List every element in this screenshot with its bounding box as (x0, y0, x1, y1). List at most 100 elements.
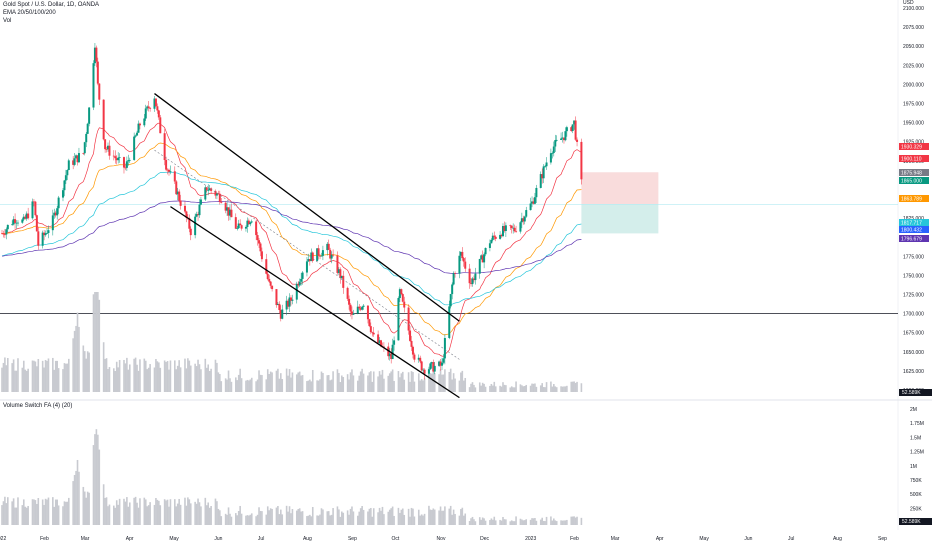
volume-bar (563, 386, 565, 392)
volume-bar (230, 381, 233, 392)
volume-switch-bar (339, 516, 342, 525)
candle-body (108, 145, 111, 156)
volume-bar (413, 381, 416, 392)
volume-legend[interactable]: Vol (3, 18, 12, 24)
volume-bar (532, 383, 535, 392)
lower-pane-title[interactable]: Volume Switch FA (4) (20) (3, 403, 73, 409)
volume-bar (5, 365, 8, 392)
volume-switch-bar (358, 511, 361, 525)
price-axis-tick: 2100.000 (903, 6, 924, 12)
volume-switch-bar (249, 514, 252, 525)
volume-bar (92, 294, 95, 392)
volume-switch-bar (544, 521, 546, 525)
candle-body (128, 159, 131, 161)
volume-switch-bar (522, 520, 525, 525)
volume-bar (246, 379, 249, 392)
volume-bar (259, 374, 262, 392)
candle-body (64, 175, 67, 181)
volume-switch-bar (46, 499, 48, 525)
volume-switch-bar (489, 520, 491, 525)
volume-switch-bar (41, 499, 44, 525)
volume-switch-bar (309, 514, 311, 525)
short-position-stop-zone[interactable] (581, 172, 659, 205)
volume-bar (470, 383, 472, 392)
volume-bar (566, 385, 568, 392)
candle-body (153, 98, 156, 109)
volume-bar (149, 364, 151, 392)
volume-bar (220, 381, 223, 392)
volume-switch-bar (62, 506, 64, 525)
volume-switch-bar (341, 511, 343, 525)
candle-body (179, 200, 182, 206)
volume-switch-bar (137, 507, 140, 525)
candle-body (301, 272, 304, 279)
volume-bar (127, 369, 130, 392)
candle-body (86, 123, 89, 134)
volume-bar (34, 361, 37, 392)
volume-bar (515, 381, 517, 392)
candle-body (51, 215, 54, 231)
volume-bar (261, 375, 263, 392)
volume-bar (118, 360, 121, 392)
candle-body (194, 216, 197, 236)
candle-body (167, 169, 170, 172)
volume-bar (78, 326, 80, 392)
volume-bar (117, 367, 119, 392)
volume-switch-bar (481, 517, 484, 525)
volume-bar (227, 370, 230, 392)
ema-legend[interactable]: EMA 20/50/100/200 (3, 10, 56, 16)
price-tag: 1796.679 (899, 235, 929, 243)
candle-body (75, 155, 78, 159)
lower-axis-tick: 2M (910, 407, 917, 413)
volume-switch-bar (412, 508, 414, 525)
volume-bar (502, 382, 504, 392)
short-position-target-zone[interactable] (581, 204, 659, 234)
price-axis-tick: 2025.000 (903, 63, 924, 69)
volume-switch-bar (165, 500, 167, 525)
volume-switch-bar (326, 511, 329, 525)
volume-switch-bar (295, 510, 298, 525)
volume-tag-bg (899, 389, 932, 396)
time-axis-tick: Jun (214, 536, 222, 542)
volume-bar (539, 385, 542, 392)
volume-bar (319, 379, 321, 392)
candle-body (410, 340, 413, 347)
volume-switch-bar (53, 506, 56, 525)
candle-body (279, 310, 282, 319)
volume-switch-bar (367, 511, 369, 525)
volume-switch-bar (383, 514, 385, 525)
candle-body (471, 278, 474, 285)
volume-switch-bar (451, 514, 453, 525)
volume-bar (442, 374, 445, 392)
candle-body (369, 326, 372, 333)
candle-body (156, 106, 159, 111)
volume-switch-bar (348, 514, 350, 525)
candle-body (249, 222, 252, 225)
volume-bar (207, 364, 210, 392)
volume-switch-bar (400, 509, 403, 525)
volume-switch-bar (95, 429, 98, 525)
candle-body (419, 357, 422, 362)
candle-body (427, 369, 430, 374)
candle-body (15, 222, 18, 224)
candle-body (154, 98, 157, 107)
volume-switch-bar (494, 520, 497, 525)
volume-switch-bar (133, 497, 135, 525)
volume-bar (280, 373, 282, 392)
volume-bar (237, 374, 240, 392)
volume-switch-bar (574, 517, 577, 525)
candle-body (224, 202, 227, 211)
candle-body (571, 124, 574, 132)
volume-bar (397, 371, 400, 392)
candle-body (555, 139, 558, 141)
volume-bar (367, 375, 369, 392)
volume-switch-bar (429, 509, 432, 525)
volume-switch-bar (47, 497, 50, 525)
volume-bar (300, 375, 302, 392)
price-tag: 1900.110 (899, 155, 929, 163)
price-axis-tick: 1975.000 (903, 102, 924, 108)
volume-bar (114, 371, 117, 392)
candle-body (25, 213, 28, 219)
volume-bar (420, 379, 423, 392)
